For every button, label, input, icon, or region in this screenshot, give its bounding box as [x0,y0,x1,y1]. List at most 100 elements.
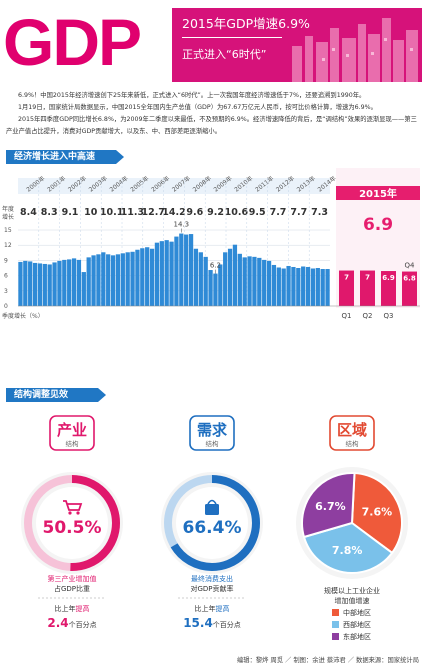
ring-title: 区域 [337,421,367,439]
shopping-cart-icon [76,511,80,515]
quarterly-bar [286,265,291,306]
quarterly-bar [198,252,203,306]
annual-growth-label: 8.4 [20,207,37,218]
quarterly-bar [76,259,82,306]
pie-caption: 增加值增速 [335,596,370,605]
quarterly-bar [281,268,286,306]
quarterly-bar [62,259,67,306]
quarterly-bar [23,260,28,306]
y-tick-label: 6 [4,273,8,280]
quarterly-bar [154,242,160,306]
ring-subtitle: 结构 [66,439,80,448]
inset-quarter-label: Q4 [405,262,416,270]
shopping-bag-icon [205,504,219,515]
quarterly-bar [149,248,155,306]
quarterly-bar [291,266,296,306]
quarterly-bar [169,241,174,306]
ring-center [36,487,108,559]
legend-swatch [332,621,339,628]
annual-growth-axis-label: 年度 [2,205,14,213]
quarterly-bar [213,273,218,306]
quarterly-bar [130,251,135,306]
ring-caption: 第三产业增加值 [48,574,97,583]
ring-value: 50.5% [43,518,102,538]
quarterly-bar [232,244,238,306]
ring-compare-value: 2.4个百分点 [47,616,96,630]
quarterly-bar [247,256,252,306]
quarterly-bar [237,253,242,306]
y-tick-label: 3 [4,288,8,295]
quarterly-bar [208,270,213,306]
ring-center [176,487,248,559]
ring-title: 产业 [57,421,87,439]
ring-title-box [49,415,95,451]
ring-compare-label: 比上年提高 [195,604,230,613]
quarterly-bar [184,234,189,306]
quarterly-bar [120,253,125,306]
annual-growth-label: 7.3 [311,207,328,218]
quarterly-bar [91,255,96,306]
quarterly-bar [47,264,52,306]
ring-compare-number: 2.4 [47,616,68,630]
section-label-structure: 结构调整见效 [6,388,106,402]
ring-compare-number: 15.4 [183,616,213,630]
inset-value-label: 6.8 [403,275,416,283]
y-tick-label: 12 [4,242,12,249]
annotation-label: 14.3 [174,221,190,229]
page-subtitle: 正式进入“6时代” [182,48,267,61]
annual-growth-label: 10.6 [225,207,249,218]
inset-year-label: 2015年 [359,187,397,200]
ring-compare-label: 比上年提高 [55,604,90,613]
quarterly-bar [266,260,272,306]
ring-caption: 最终消费支出 [191,574,233,583]
inset-quarter-bar [381,271,396,306]
gdp-logo: GDP [3,5,142,79]
quarterly-bar [310,268,316,306]
inset-quarter-label: Q2 [363,312,373,320]
pie-slice-label: 7.6% [362,505,393,518]
gdp-growth-chart: 2000年8.42001年8.32002年9.12003年102004年10.1… [2,168,420,320]
ring-progress-arc [24,475,120,571]
pie-slice [301,472,356,539]
section-label-growth: 经济增长进入中高速 [6,150,124,164]
shopping-cart-icon [68,511,72,515]
quarterly-bar [106,254,111,306]
ring-caption: 对GDP贡献率 [190,584,233,593]
y-tick-label: 0 [4,303,8,310]
inset-value-label: 6.9 [382,274,395,282]
inset-quarter-bar [402,271,417,306]
quarterly-axis-label: 季度增长（%） [2,312,44,320]
quarterly-bar [32,262,38,306]
ring-compare-value: 15.4个百分点 [183,616,241,630]
quarterly-bar [101,252,106,306]
quarterly-bar [57,260,62,306]
y-tick-label: 15 [4,227,12,234]
quarterly-bar [252,256,257,306]
quarterly-bar [110,255,116,306]
annual-growth-label: 9.2 [207,207,224,218]
quarterly-bar [242,257,247,306]
title-banner: 2015年GDP增速6.9% 正式进入“6时代” [172,8,422,82]
ring-subtitle: 结构 [206,439,220,448]
legend-label: 中部地区 [343,608,371,617]
annual-growth-label: 8.3 [41,207,58,218]
city-skyline-illustration [292,18,418,82]
annual-growth-label: 9.1 [62,207,79,218]
annual-growth-label: 14.2 [162,207,185,218]
annual-growth-label: 12.7 [141,207,164,218]
pie-slice-label: 6.7% [315,500,346,513]
quarterly-bar [125,252,130,306]
legend-label: 东部地区 [343,632,371,641]
quarterly-bar [315,268,320,306]
quarterly-bar [179,233,184,306]
ring-compare-highlight: 提高 [216,604,230,613]
quarterly-bar [276,267,281,306]
intro-paragraph: 1月19日，国家统计局数据显示，中国2015全年国内生产总值（GDP）为67.6… [18,104,377,111]
inset-quarter-bar [360,270,375,306]
credits-footer: 编辑：黎烨 周觅 ／ 制图：余进 蔡沛君 ／ 数据来源：国家统计局 [236,657,419,664]
inset-year-band [336,186,420,200]
quarterly-bar [37,263,43,306]
annual-growth-label: 7.7 [290,207,307,218]
quarterly-bar [96,254,101,306]
